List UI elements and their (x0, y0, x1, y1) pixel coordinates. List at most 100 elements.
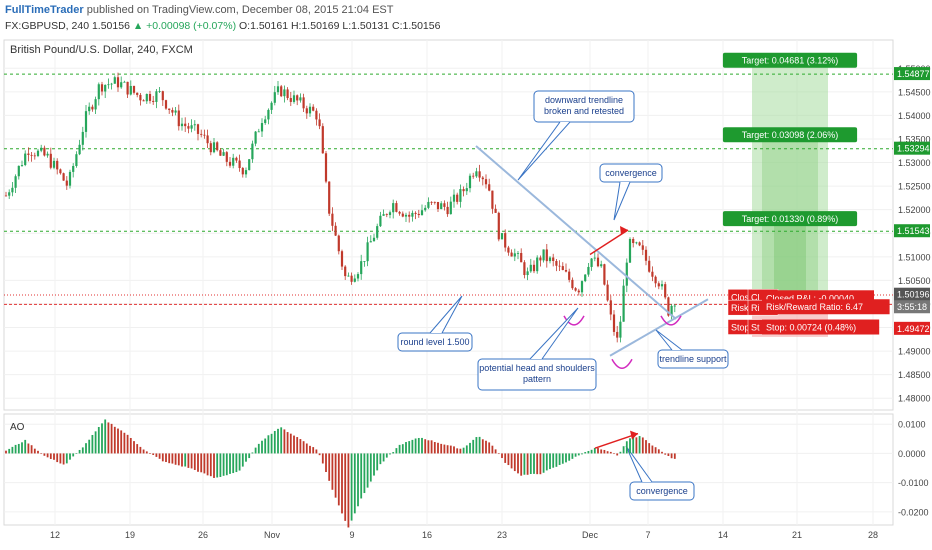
candle-body (644, 249, 648, 261)
ao-convergence-arrow (594, 432, 639, 449)
ao-bar (209, 453, 212, 477)
ao-bar (5, 450, 7, 454)
candle-body (200, 133, 203, 135)
candle-body (555, 261, 558, 266)
candle-body (612, 314, 616, 332)
ao-bar (408, 441, 411, 454)
ohlc-close: C:1.50156 (392, 20, 441, 32)
candle-body (315, 110, 318, 120)
ao-bar (350, 453, 353, 521)
ao-bar (59, 453, 62, 464)
candle-body (548, 257, 552, 262)
candle-body (171, 109, 174, 113)
candle-body (225, 152, 228, 162)
candle-body (193, 124, 196, 126)
candle-body (334, 225, 337, 236)
target-label: Target: 0.04681 (3.12%) (742, 56, 839, 66)
ao-bar (373, 453, 375, 476)
candle-body (65, 180, 68, 186)
candle-body (321, 126, 324, 154)
ao-bar (232, 453, 235, 474)
candle-body (110, 83, 113, 85)
candle-body (600, 264, 603, 267)
candle-body (619, 321, 622, 338)
candle-body (84, 111, 88, 132)
candle-body (363, 261, 366, 262)
candle-body (318, 119, 321, 127)
ao-bar (152, 453, 155, 455)
ao-bar (587, 450, 590, 454)
stop-label: St (751, 323, 760, 333)
ao-bar (449, 445, 452, 454)
candle-body (587, 266, 590, 275)
ao-bar (491, 445, 494, 454)
candle-body (241, 168, 244, 175)
annotation-callout: trendline support (655, 329, 729, 369)
candle-body (622, 285, 625, 322)
ao-bar (107, 422, 110, 454)
ao-bar (254, 447, 257, 454)
price-tag: 3:55:18 (897, 302, 927, 312)
ao-bar (392, 452, 395, 454)
ao-bar (376, 453, 379, 471)
ao-bar (526, 453, 529, 475)
ao-bar (341, 453, 343, 514)
price-tag: 1.51543 (897, 226, 930, 236)
candle-body (404, 214, 408, 217)
stop-main-label: Stop: 0.00724 (0.48%) (766, 323, 856, 333)
candle-body (504, 233, 507, 248)
publish-info: published on TradingView.com, December 0… (86, 4, 394, 16)
ao-bar (414, 438, 417, 454)
candle-body (398, 211, 401, 214)
candle-body (484, 179, 488, 185)
ao-bar (273, 430, 276, 454)
callout-pointer (613, 181, 631, 221)
price-tick-label: 1.49000 (898, 347, 931, 357)
candle-body (129, 85, 132, 95)
price-tick-label: 1.50500 (898, 276, 931, 286)
candle-body (516, 253, 520, 254)
price-tag-box (894, 300, 930, 314)
candle-body (97, 84, 100, 100)
ao-bar (168, 453, 171, 464)
ao-bar (545, 453, 548, 471)
target-label-box (722, 211, 858, 227)
ao-bar (542, 453, 545, 473)
candle-body (177, 110, 180, 127)
candle-body (235, 157, 238, 161)
ao-bar (190, 453, 193, 469)
time-tick-label: 14 (718, 530, 728, 540)
candle-body (324, 153, 328, 182)
candle-body (468, 175, 472, 189)
ao-bar (184, 453, 187, 467)
ao-bar (437, 442, 439, 454)
author-link[interactable]: FullTimeTrader (5, 4, 84, 16)
ao-bar (389, 453, 391, 455)
ao-bar (270, 433, 273, 454)
ao-bar (494, 449, 497, 454)
time-tick-label: 23 (497, 530, 507, 540)
ao-bar (24, 439, 27, 454)
ao-bar (94, 431, 97, 454)
candle-body (411, 212, 414, 217)
candle-body (337, 235, 340, 252)
ao-bar (257, 443, 260, 454)
callout-text: downward trendline (545, 95, 623, 105)
candle-body (158, 91, 161, 92)
ao-tick-label: -0.0200 (898, 507, 929, 517)
ao-bar (49, 453, 52, 459)
candle-body (382, 214, 385, 216)
ao-bar (590, 449, 593, 454)
candle-body (356, 274, 360, 279)
candle-body (164, 100, 168, 109)
candle-body (545, 249, 548, 262)
ao-bar (488, 442, 491, 454)
callout-text: potential head and shoulders (479, 363, 595, 373)
ao-bar (481, 439, 484, 454)
candle-body (593, 257, 596, 259)
ao-bar (552, 453, 555, 468)
ao-bar (609, 451, 612, 454)
candle-body (331, 213, 334, 226)
annotation-callout: convergence (599, 163, 663, 221)
